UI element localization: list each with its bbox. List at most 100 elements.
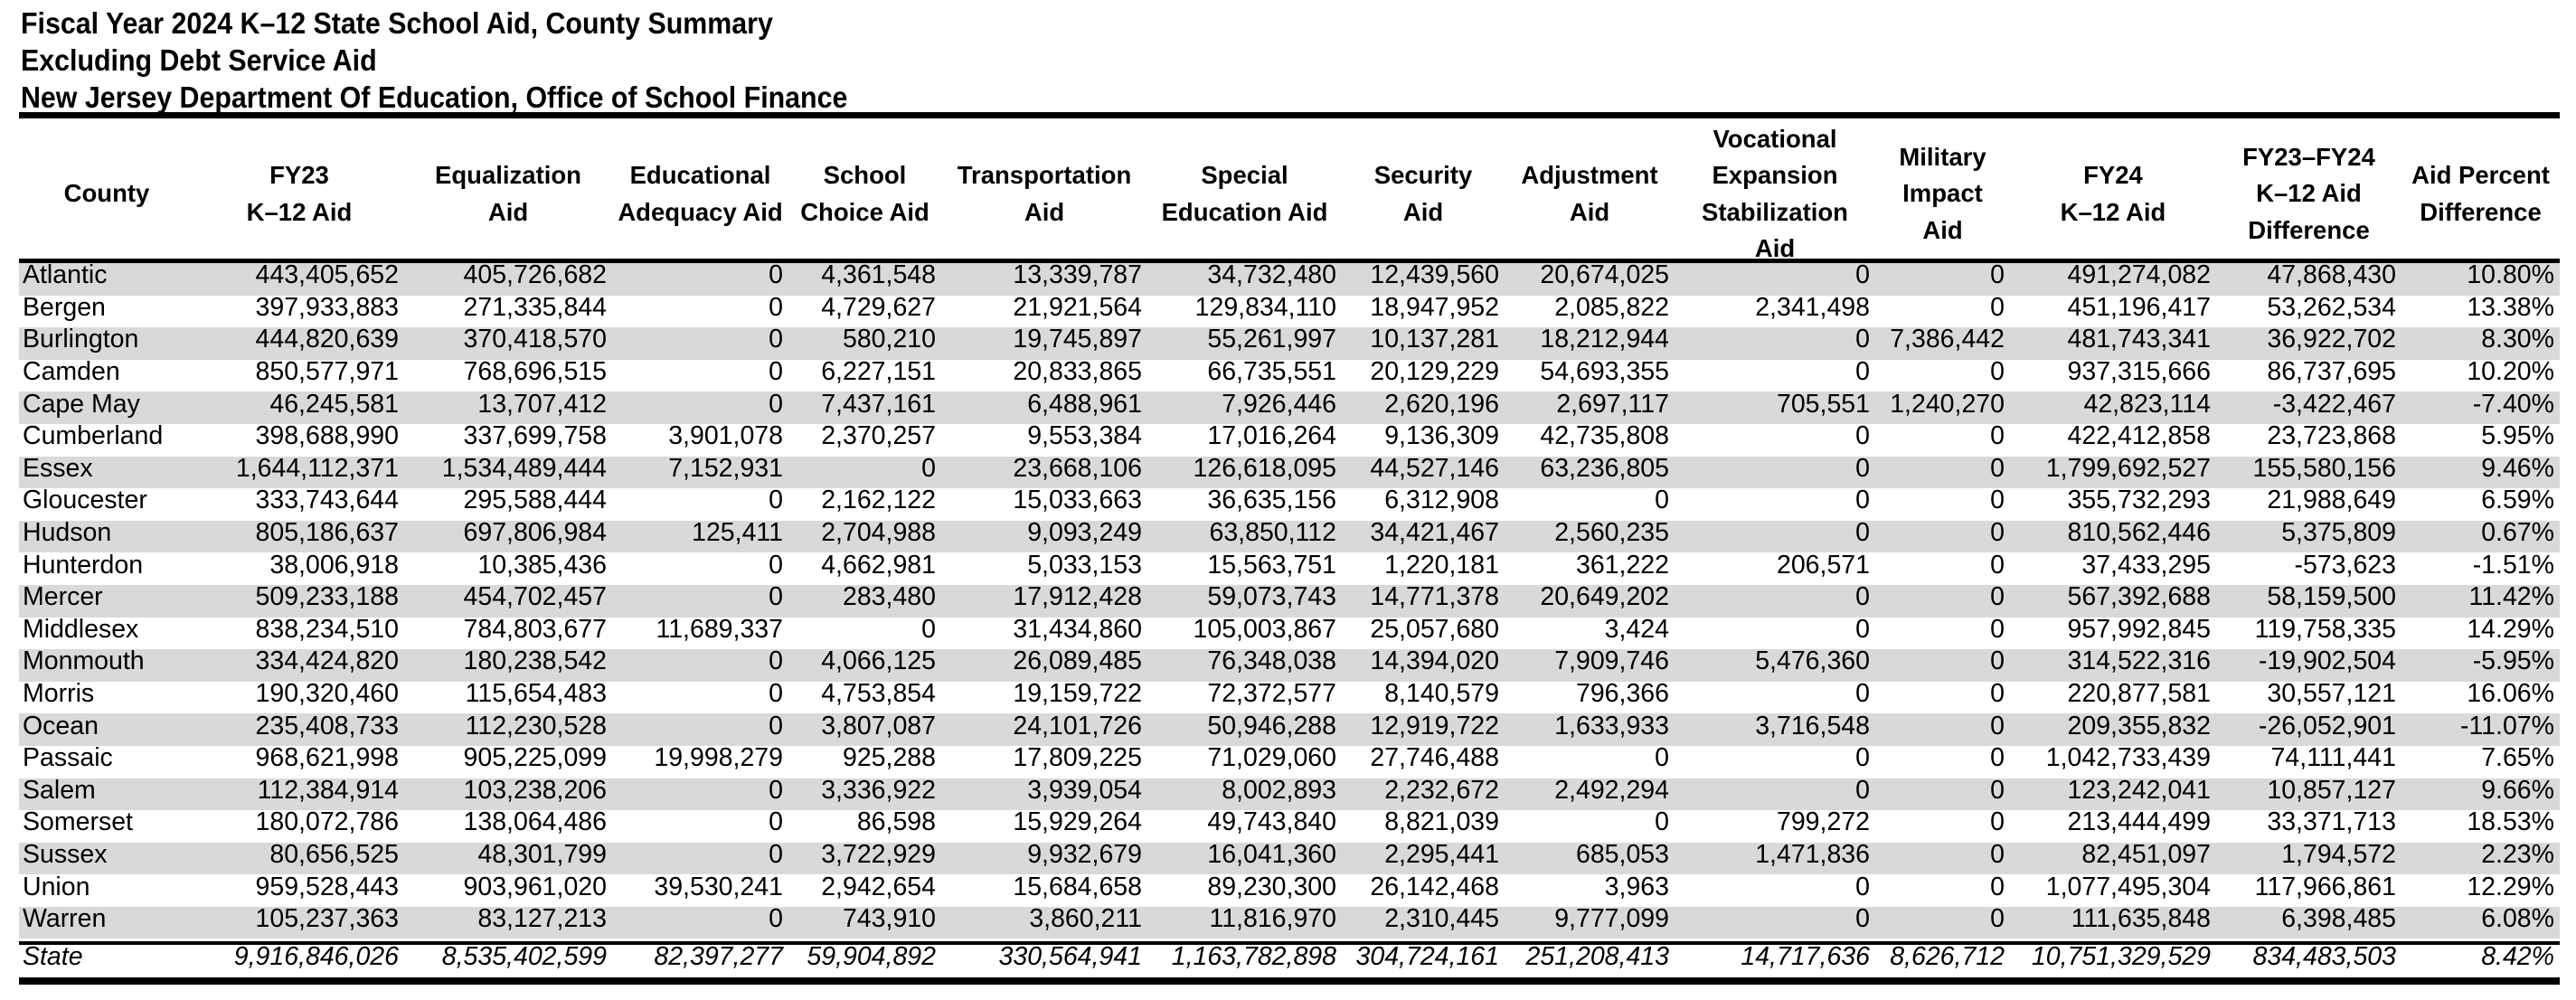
cell-security-aid: 44,527,146	[1370, 453, 1499, 483]
cell-fy23-fy24-k12-aid-difference: -26,052,901	[2258, 711, 2396, 741]
cell-fy23-fy24-k12-aid-difference: 21,988,649	[2267, 486, 2396, 515]
cell-adjustment-aid: 2,085,822	[1554, 292, 1669, 322]
cell-county: Ocean	[23, 711, 99, 741]
cell-county: Cape May	[23, 389, 140, 419]
column-header-county: County	[63, 179, 150, 208]
cell-equalization-aid: 295,588,444	[463, 486, 608, 515]
cell-educational-adequacy-aid: 0	[769, 711, 783, 741]
cell-equalization-aid: 697,806,984	[463, 518, 608, 548]
cell-security-aid: 12,439,560	[1370, 260, 1499, 290]
cell-adjustment-aid: 63,236,805	[1540, 453, 1669, 483]
cell-school-choice-aid: 6,227,151	[821, 357, 936, 387]
cell-fy24-k12-aid: 220,877,581	[2067, 679, 2212, 709]
cell-vocational-expansion-stabilization-aid: 206,571	[1776, 550, 1870, 580]
cell-fy24-k12-aid: 37,433,295	[2081, 550, 2211, 580]
cell-transportation-aid: 13,339,787	[1013, 260, 1142, 290]
cell-aid-percent-difference: -11.07%	[2459, 711, 2554, 741]
total-cell-fy23-k12-aid: 9,916,846,026	[233, 942, 399, 972]
cell-special-education-aid: 11,816,970	[1209, 904, 1336, 934]
cell-fy24-k12-aid: 82,451,097	[2081, 839, 2211, 869]
cell-aid-percent-difference: -1.51%	[2472, 550, 2554, 580]
cell-school-choice-aid: 2,162,122	[821, 486, 936, 515]
cell-vocational-expansion-stabilization-aid: 0	[1855, 614, 1870, 644]
cell-special-education-aid: 59,073,743	[1207, 582, 1336, 612]
cell-transportation-aid: 21,921,564	[1013, 292, 1142, 322]
cell-transportation-aid: 9,093,249	[1027, 518, 1142, 548]
cell-security-aid: 2,620,196	[1384, 389, 1499, 419]
cell-special-education-aid: 15,563,751	[1207, 550, 1336, 580]
cell-fy23-fy24-k12-aid-difference: 155,580,156	[2252, 453, 2397, 483]
cell-educational-adequacy-aid: 0	[769, 550, 783, 580]
cell-fy24-k12-aid: 1,042,733,439	[2045, 743, 2211, 773]
table-row: Atlantic 443,405,652 405,726,682 0 4,361…	[19, 260, 2560, 296]
cell-equalization-aid: 370,418,570	[463, 325, 608, 354]
cell-equalization-aid: 13,707,412	[477, 389, 607, 419]
cell-fy23-k12-aid: 105,237,363	[255, 904, 400, 934]
cell-school-choice-aid: 4,753,854	[821, 679, 936, 709]
cell-educational-adequacy-aid: 11,689,337	[656, 614, 783, 644]
cell-transportation-aid: 17,809,225	[1013, 743, 1142, 773]
cell-special-education-aid: 34,732,480	[1207, 260, 1336, 290]
cell-aid-percent-difference: 11.42%	[2468, 582, 2554, 612]
cell-vocational-expansion-stabilization-aid: 1,471,836	[1755, 839, 1870, 869]
cell-transportation-aid: 5,033,153	[1027, 550, 1142, 580]
cell-equalization-aid: 337,699,758	[463, 421, 608, 451]
cell-school-choice-aid: 743,910	[842, 904, 936, 934]
cell-special-education-aid: 89,230,300	[1207, 872, 1336, 901]
cell-special-education-aid: 105,003,867	[1193, 614, 1337, 644]
cell-educational-adequacy-aid: 39,530,241	[654, 872, 783, 901]
cell-equalization-aid: 180,238,542	[463, 646, 608, 676]
cell-transportation-aid: 31,434,860	[1013, 614, 1142, 644]
table-row: Camden 850,577,971 768,696,515 0 6,227,1…	[19, 357, 2560, 392]
cell-educational-adequacy-aid: 0	[769, 292, 783, 322]
cell-special-education-aid: 72,372,577	[1207, 679, 1336, 709]
cell-fy23-k12-aid: 334,424,820	[255, 646, 400, 676]
cell-vocational-expansion-stabilization-aid: 0	[1855, 743, 1870, 773]
cell-adjustment-aid: 2,697,117	[1556, 389, 1669, 419]
cell-adjustment-aid: 1,633,933	[1554, 711, 1669, 741]
cell-fy24-k12-aid: 209,355,832	[2067, 711, 2212, 741]
cell-school-choice-aid: 0	[921, 453, 936, 483]
cell-county: Hunterdon	[23, 550, 144, 580]
cell-educational-adequacy-aid: 0	[769, 839, 783, 869]
cell-military-impact-aid: 0	[1990, 711, 2005, 741]
cell-vocational-expansion-stabilization-aid: 0	[1855, 421, 1870, 451]
table-row: Sussex 80,656,525 48,301,799 0 3,722,929…	[19, 839, 2560, 875]
table-row: Burlington 444,820,639 370,418,570 0 580…	[19, 325, 2560, 360]
cell-military-impact-aid: 0	[1990, 518, 2005, 548]
cell-military-impact-aid: 0	[1990, 839, 2005, 869]
column-header-special-education-aid: Special Education Aid	[1161, 161, 1328, 226]
table-row: Mercer 509,233,188 454,702,457 0 283,480…	[19, 582, 2560, 618]
cell-fy24-k12-aid: 42,823,114	[2083, 389, 2211, 419]
cell-fy23-fy24-k12-aid-difference: 36,922,702	[2267, 325, 2396, 354]
cell-fy24-k12-aid: 111,635,848	[2071, 904, 2211, 934]
cell-aid-percent-difference: 6.08%	[2481, 904, 2554, 934]
total-separator-rule	[19, 940, 2560, 946]
cell-aid-percent-difference: 7.65%	[2481, 743, 2554, 773]
cell-school-choice-aid: 2,370,257	[821, 421, 936, 451]
cell-county: Cumberland	[23, 421, 164, 451]
cell-fy24-k12-aid: 213,444,499	[2067, 807, 2212, 837]
cell-security-aid: 1,220,181	[1384, 550, 1499, 580]
cell-school-choice-aid: 283,480	[842, 582, 936, 612]
cell-military-impact-aid: 0	[1990, 904, 2005, 934]
cell-equalization-aid: 905,225,099	[463, 743, 608, 773]
cell-special-education-aid: 49,743,840	[1207, 807, 1336, 837]
cell-county: Morris	[23, 679, 95, 709]
document-subtitle: Excluding Debt Service Aid	[21, 43, 377, 77]
cell-county: Union	[23, 872, 90, 901]
column-header-fy23-k12-aid: FY23 K–12 Aid	[246, 161, 353, 226]
cell-fy23-k12-aid: 443,405,652	[255, 260, 400, 290]
cell-vocational-expansion-stabilization-aid: 799,272	[1776, 807, 1870, 837]
table-row: Salem 112,384,914 103,238,206 0 3,336,92…	[19, 775, 2560, 811]
cell-equalization-aid: 10,385,436	[477, 550, 607, 580]
cell-fy24-k12-aid: 123,242,041	[2067, 775, 2212, 805]
cell-vocational-expansion-stabilization-aid: 0	[1855, 486, 1870, 515]
cell-aid-percent-difference: 9.46%	[2481, 453, 2554, 483]
cell-vocational-expansion-stabilization-aid: 5,476,360	[1755, 646, 1870, 676]
cell-military-impact-aid: 0	[1990, 646, 2005, 676]
cell-special-education-aid: 76,348,038	[1207, 646, 1336, 676]
cell-transportation-aid: 19,159,722	[1013, 679, 1142, 709]
cell-adjustment-aid: 361,222	[1575, 550, 1669, 580]
cell-transportation-aid: 26,089,485	[1013, 646, 1142, 676]
